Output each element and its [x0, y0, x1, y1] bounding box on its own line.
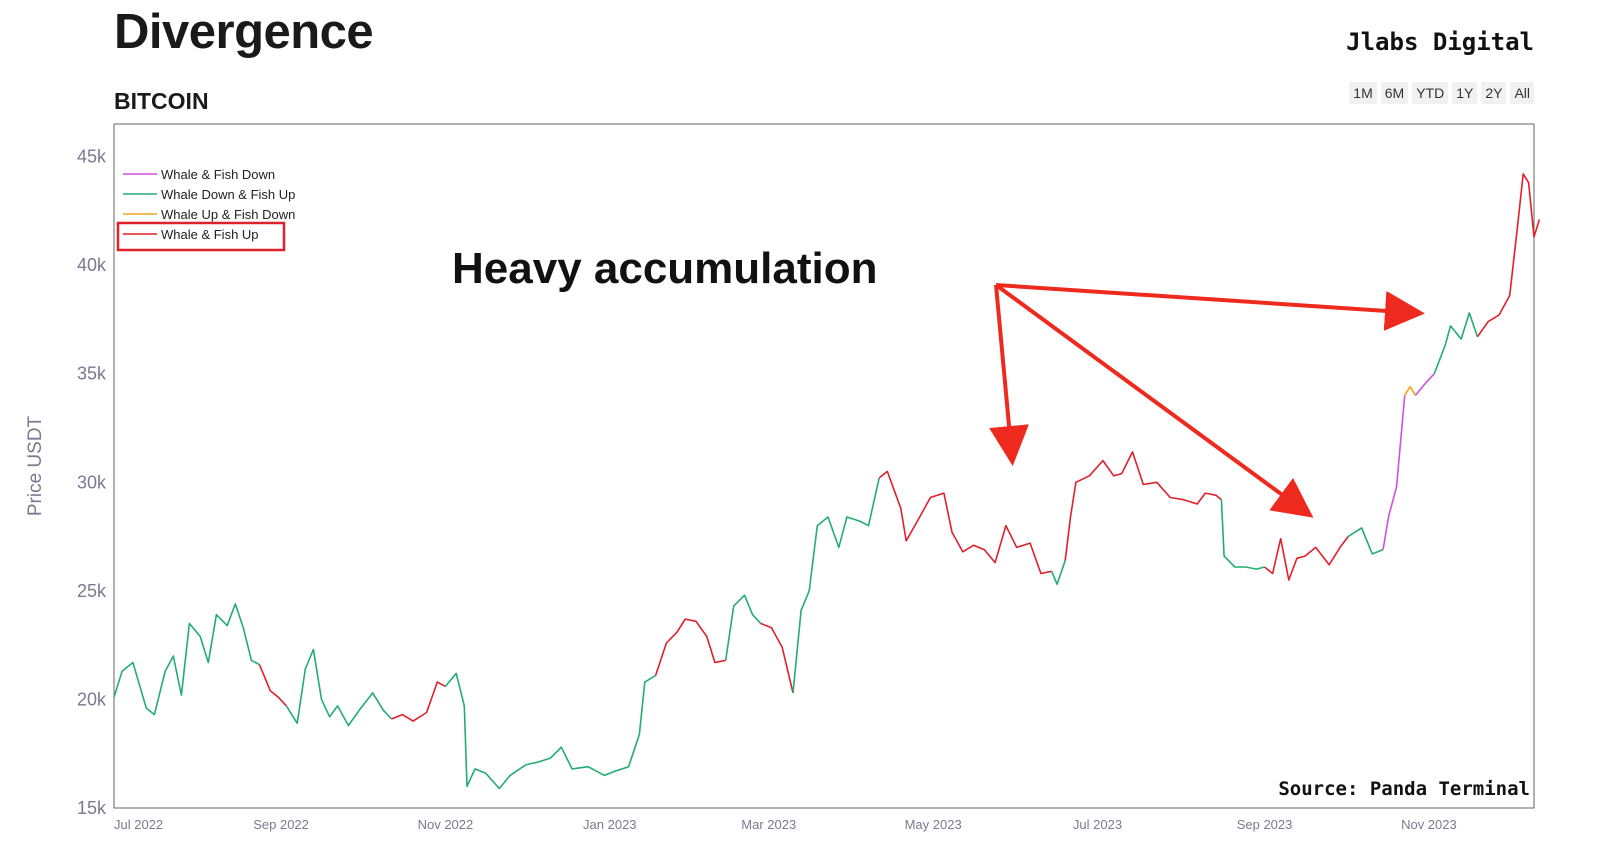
series-segment-whale-down-fish-up — [1220, 499, 1265, 570]
x-tick-label: Jan 2023 — [583, 817, 637, 832]
range-button-6m[interactable]: 6M — [1380, 82, 1409, 104]
legend-label-whale-up-fish-down: Whale Up & Fish Down — [161, 207, 295, 222]
range-selector: 1M 6M YTD 1Y 2Y All — [1349, 82, 1534, 104]
x-tick-label: May 2023 — [905, 817, 962, 832]
range-button-2y[interactable]: 2Y — [1481, 82, 1507, 104]
y-tick-label: 20k — [77, 689, 107, 709]
range-button-1m[interactable]: 1M — [1349, 82, 1377, 104]
range-button-ytd[interactable]: YTD — [1412, 82, 1449, 104]
arrow-2 — [994, 283, 1314, 518]
series-segment-whale-fish-up — [760, 622, 794, 694]
x-tick-label: Mar 2023 — [741, 817, 796, 832]
y-tick-label: 35k — [77, 364, 107, 384]
series-segment-whale-down-fish-up — [1433, 312, 1479, 374]
legend-label-whale-fish-up: Whale & Fish Up — [161, 227, 259, 242]
y-tick-label: 30k — [77, 472, 107, 492]
brand-label: Jlabs Digital — [1346, 28, 1534, 56]
x-tick-label: Jul 2023 — [1073, 817, 1122, 832]
series-segment-whale-down-fish-up — [792, 477, 880, 693]
chart-subtitle: BITCOIN — [114, 88, 209, 114]
legend: Whale & Fish Down Whale Down & Fish Up Wha… — [116, 167, 295, 252]
y-tick-label: 45k — [77, 147, 107, 167]
price-lines — [113, 173, 1541, 790]
x-tick-label: Jul 2022 — [114, 817, 163, 832]
series-segment-whale-fish-up — [258, 664, 287, 707]
series-segment-whale-fish-up — [878, 470, 1052, 575]
x-tick-label: Sep 2023 — [1237, 817, 1293, 832]
range-button-all[interactable]: All — [1510, 82, 1534, 104]
x-tick-label: Sep 2022 — [253, 817, 309, 832]
legend-highlight-box — [116, 221, 286, 252]
arrow-3 — [995, 283, 1425, 331]
series-segment-whale-down-fish-up — [1050, 560, 1066, 586]
series-segment-whale-fish-down — [1414, 373, 1435, 396]
arrow-1 — [989, 284, 1029, 466]
series-segment-whale-fish-up — [391, 681, 446, 722]
series-segment-whale-down-fish-up — [113, 603, 260, 716]
x-axis: Jul 2022 Sep 2022 Nov 2022 Jan 2023 Mar 2023… — [114, 817, 1457, 832]
legend-label-whale-fish-down: Whale & Fish Down — [161, 167, 275, 182]
y-tick-label: 40k — [77, 255, 107, 275]
range-button-1y[interactable]: 1Y — [1452, 82, 1478, 104]
x-tick-label: Nov 2022 — [418, 817, 474, 832]
series-segment-whale-fish-up — [1264, 536, 1349, 581]
plot-area — [113, 123, 1535, 809]
y-axis-title: Price USDT — [25, 415, 46, 516]
series-segment-whale-down-fish-up — [724, 594, 762, 661]
series-segment-whale-fish-down — [1382, 395, 1406, 550]
series-segment-whale-fish-up — [1476, 173, 1541, 338]
series-segment-whale-up-fish-down — [1404, 385, 1417, 396]
series-segment-whale-down-fish-up — [444, 672, 657, 790]
y-tick-label: 15k — [77, 798, 107, 818]
series-segment-whale-fish-up — [1064, 451, 1222, 561]
chart-title: Divergence — [114, 5, 374, 59]
legend-label-whale-down-fish-up: Whale Down & Fish Up — [161, 187, 295, 202]
series-segment-whale-down-fish-up — [285, 648, 393, 727]
y-axis: 15k 20k 25k 30k 35k 40k 45k — [77, 147, 107, 818]
x-tick-label: Nov 2023 — [1401, 817, 1457, 832]
series-segment-whale-fish-up — [654, 618, 726, 676]
annotation-arrows — [989, 283, 1425, 518]
series-segment-whale-down-fish-up — [1347, 527, 1384, 555]
source-label: Source: Panda Terminal — [1278, 778, 1530, 800]
annotation-heavy-accumulation: Heavy accumulation — [452, 244, 878, 293]
y-tick-label: 25k — [77, 581, 107, 601]
